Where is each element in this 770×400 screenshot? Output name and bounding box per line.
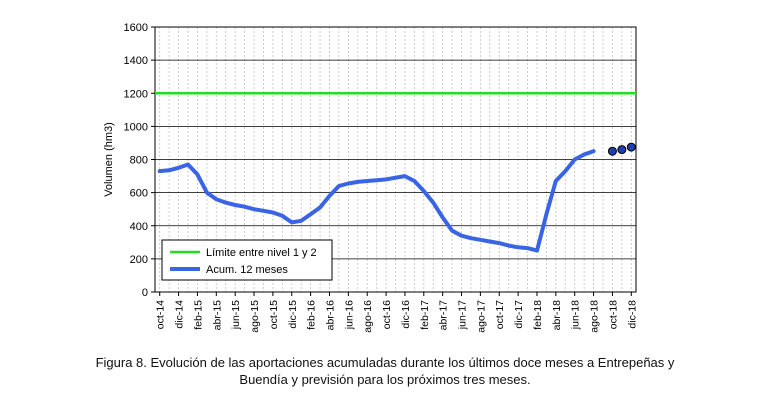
x-tick-label: dic-18 <box>626 300 638 329</box>
x-tick-label: oct-18 <box>607 300 619 329</box>
y-tick-label: 200 <box>130 254 148 266</box>
x-tick-label: feb-16 <box>306 300 318 330</box>
x-tick-label: feb-15 <box>192 300 204 330</box>
x-tick-label: dic-17 <box>513 300 525 329</box>
x-axis-ticks: oct-14 dic-14 feb-15 abr-15 jun-15 ago-15 oct-… <box>155 292 638 333</box>
legend-label-limit: Límite entre nivel 1 y 2 <box>206 247 317 259</box>
series-accum-line <box>157 149 596 253</box>
x-tick-label: ago-18 <box>589 300 601 333</box>
y-tick-label: 1200 <box>124 88 148 100</box>
x-tick-label: ago-15 <box>249 300 261 333</box>
y-axis-label: Volumen (hm3) <box>103 122 115 197</box>
caption-line-2: Buendía y previsión para los próximos tr… <box>239 372 531 387</box>
x-tick-label: abr-17 <box>438 300 450 331</box>
figure-caption: Figura 8. Evolución de las aportaciones … <box>0 354 770 388</box>
y-tick-label: 600 <box>130 188 148 200</box>
x-tick-label: feb-17 <box>419 300 431 330</box>
y-tick-label: 400 <box>130 221 148 233</box>
x-tick-label: oct-15 <box>268 300 280 329</box>
x-tick-label: ago-16 <box>362 300 374 333</box>
forecast-point <box>607 146 617 156</box>
x-tick-label: jun-18 <box>570 300 582 330</box>
legend-label-accum: Acum. 12 meses <box>206 264 288 276</box>
y-tick-label: 0 <box>142 287 148 299</box>
x-tick-label: jun-15 <box>230 300 242 330</box>
x-tick-label: oct-16 <box>381 300 393 329</box>
x-tick-label: jun-16 <box>343 300 355 330</box>
y-tick-label: 1000 <box>124 121 148 133</box>
y-tick-label: 1600 <box>124 22 148 34</box>
forecast-point <box>617 145 627 155</box>
series-layer <box>155 92 636 253</box>
x-tick-label: oct-14 <box>155 300 167 329</box>
x-tick-label: ago-17 <box>475 300 487 333</box>
x-tick-label: abr-15 <box>211 300 223 331</box>
y-tick-label: 800 <box>130 155 148 167</box>
legend: Límite entre nivel 1 y 2 Acum. 12 meses <box>161 239 333 281</box>
x-tick-label: jun-17 <box>457 300 469 330</box>
x-tick-label: abr-18 <box>551 300 563 331</box>
x-tick-label: dic-15 <box>287 300 299 329</box>
chart: 0 200 400 600 800 1000 1200 1400 1600 oct-14 dic-… <box>103 22 638 333</box>
y-axis-ticks: 0 200 400 600 800 1000 1200 1400 1600 <box>124 22 155 299</box>
x-tick-label: abr-16 <box>324 300 336 331</box>
caption-line-1: Figura 8. Evolución de las aportaciones … <box>95 355 675 370</box>
x-tick-label: dic-16 <box>400 300 412 329</box>
x-tick-label: feb-18 <box>532 300 544 330</box>
y-tick-label: 1400 <box>124 55 148 67</box>
x-tick-label: dic-14 <box>174 300 186 329</box>
legend-box <box>161 239 333 281</box>
forecast-point <box>626 142 636 152</box>
x-tick-label: oct-17 <box>494 300 506 329</box>
